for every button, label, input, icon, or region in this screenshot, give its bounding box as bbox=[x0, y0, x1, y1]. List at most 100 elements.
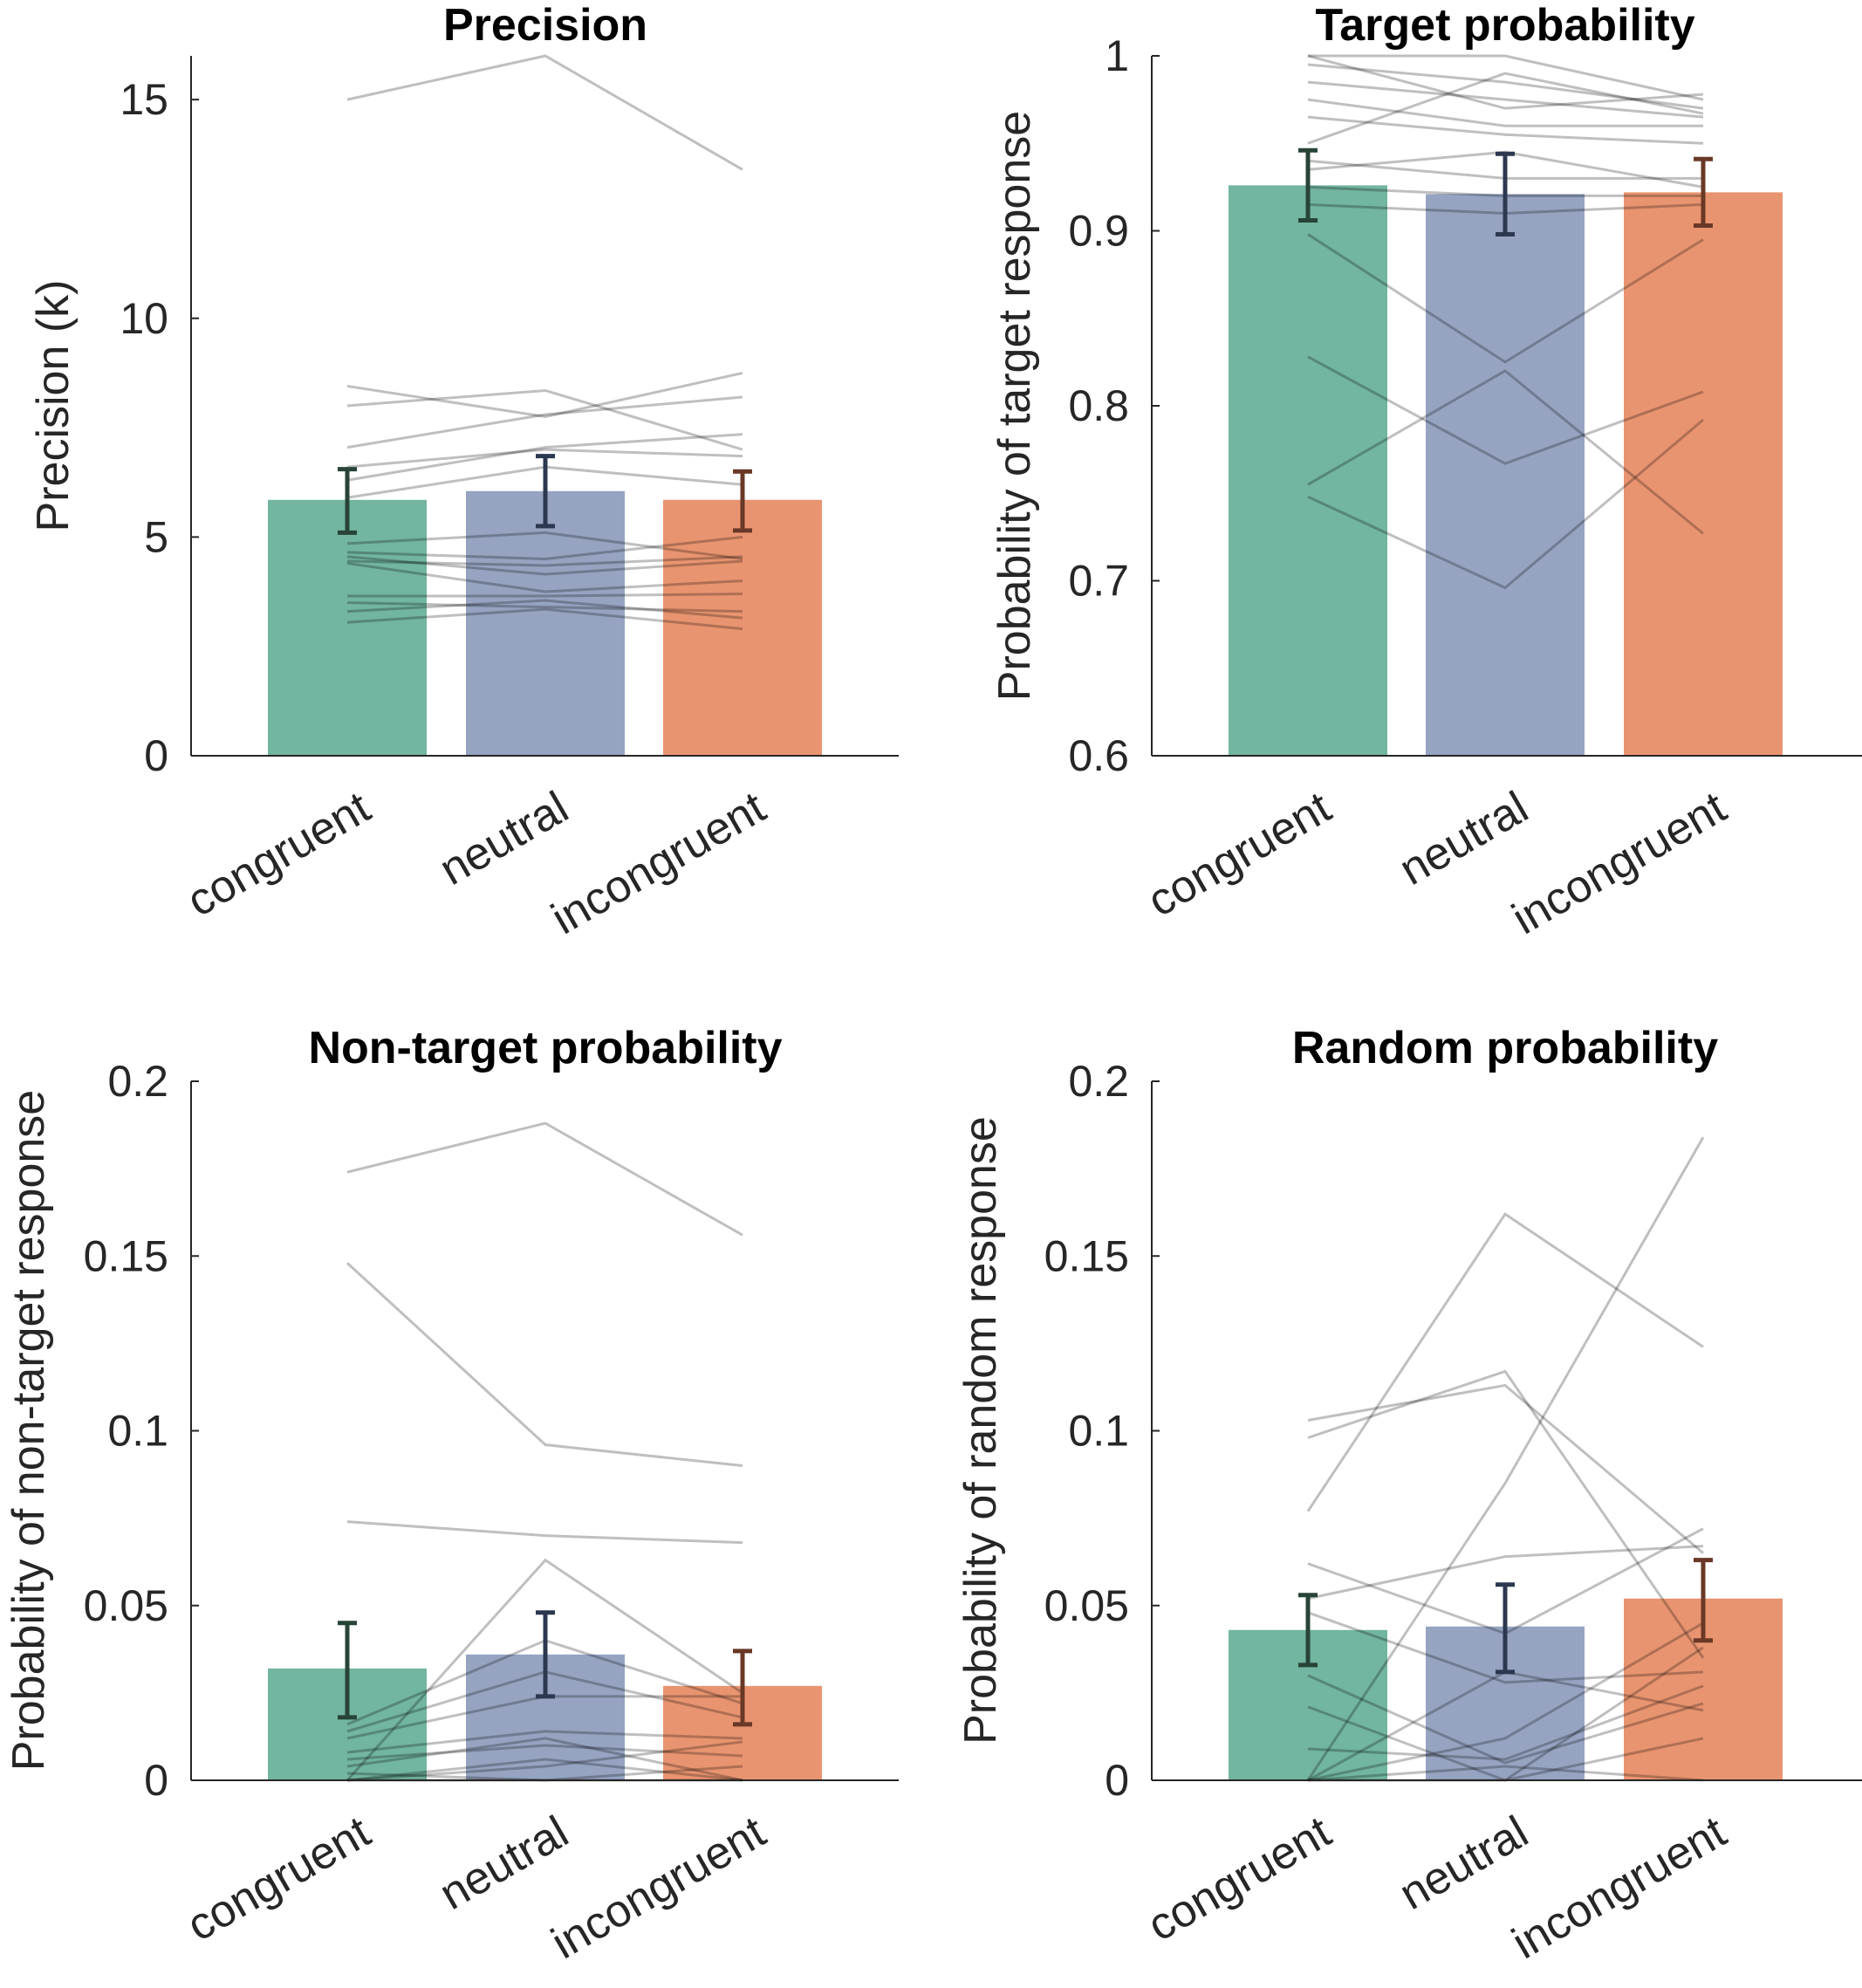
subject-line-6 bbox=[1307, 1545, 1704, 1601]
category-label-incongruent: incongruent bbox=[544, 1806, 775, 1969]
subject-line-5 bbox=[346, 448, 743, 469]
subject-line-12 bbox=[1307, 233, 1704, 364]
y-tick-label: 0.15 bbox=[1044, 1231, 1129, 1280]
y-axis-label: Probability of random response bbox=[955, 1116, 1006, 1745]
subject-line-10 bbox=[346, 1737, 743, 1782]
y-tick-label: 0.8 bbox=[1068, 381, 1129, 430]
error-bar-neutral bbox=[1496, 1582, 1515, 1675]
chart-panel-4: 0 0.05 0.1 0.15 0.2 congruent neutralincongrue… bbox=[955, 1023, 1862, 1969]
subject-line-1 bbox=[1308, 54, 1704, 101]
y-axis-label: Precision (k) bbox=[28, 280, 79, 532]
y-tick-label: 15 bbox=[120, 75, 168, 124]
subject-line-13 bbox=[346, 1740, 743, 1782]
y-tick-label: 0.1 bbox=[107, 1407, 168, 1456]
subject-line-11 bbox=[1307, 1621, 1704, 1782]
bar-neutral bbox=[1426, 194, 1585, 756]
subject-line-2 bbox=[1307, 1383, 1704, 1554]
category-label-neutral: neutral bbox=[1391, 1806, 1537, 1920]
chart-panel-2: 0.6 0.7 0.8 0.9 1 congruent neutralincongruent… bbox=[989, 0, 1862, 944]
subject-line-13 bbox=[1307, 355, 1704, 465]
subject-line-2 bbox=[1307, 54, 1704, 110]
y-tick-label: 0.15 bbox=[84, 1231, 168, 1280]
category-label-incongruent: incongruent bbox=[1504, 1806, 1735, 1969]
category-label-congruent: congruent bbox=[1140, 1806, 1340, 1951]
error-bar-incongruent bbox=[1694, 1558, 1713, 1643]
error-bar-incongruent bbox=[733, 469, 752, 533]
chart-title: Target probability bbox=[1315, 0, 1694, 51]
subject-line-12 bbox=[346, 1758, 743, 1782]
y-tick-label: 1 bbox=[1105, 31, 1129, 80]
y-tick-label: 0.05 bbox=[1044, 1581, 1129, 1630]
chart-title: Random probability bbox=[1292, 1023, 1718, 1073]
error-bar-congruent bbox=[338, 467, 357, 535]
subject-line-4 bbox=[1306, 1212, 1704, 1512]
error-bar-neutral bbox=[1496, 151, 1515, 237]
y-tick-label: 0.2 bbox=[1068, 1057, 1129, 1106]
subject-line-7 bbox=[1307, 72, 1704, 145]
chart-title: Precision bbox=[443, 0, 647, 51]
y-tick-label: 10 bbox=[120, 294, 168, 343]
category-label-incongruent: incongruent bbox=[1504, 782, 1735, 944]
subject-line-5 bbox=[1307, 98, 1703, 127]
subject-line-3 bbox=[1307, 1369, 1705, 1659]
category-label-neutral: neutral bbox=[1391, 782, 1537, 895]
y-axis-label: Probability of target response bbox=[989, 111, 1040, 701]
y-tick-label: 0 bbox=[1105, 1756, 1129, 1805]
subject-line-16 bbox=[346, 607, 743, 631]
bar-incongruent bbox=[1624, 192, 1783, 756]
subject-line-6 bbox=[1307, 115, 1704, 145]
subject-line-9 bbox=[346, 1744, 743, 1761]
subject-line-8 bbox=[346, 1730, 743, 1754]
error-bar-congruent bbox=[1298, 147, 1318, 223]
subject-line-3 bbox=[1307, 63, 1704, 110]
y-tick-label: 0.7 bbox=[1068, 557, 1129, 606]
bar-congruent bbox=[1229, 185, 1387, 756]
subject-line-8 bbox=[1307, 1674, 1704, 1765]
subject-line-9 bbox=[346, 535, 743, 560]
subject-line-14 bbox=[1307, 369, 1704, 535]
subject-line-3 bbox=[346, 1520, 743, 1545]
chart-title: Non-target probability bbox=[308, 1023, 782, 1073]
subject-line-14 bbox=[346, 601, 743, 614]
subject-line-1 bbox=[346, 54, 743, 171]
category-label-congruent: congruent bbox=[179, 1806, 380, 1951]
y-tick-label: 0 bbox=[144, 1756, 168, 1805]
subject-line-15 bbox=[346, 599, 743, 620]
subject-line-4 bbox=[346, 395, 743, 449]
error-bar-congruent bbox=[338, 1621, 357, 1720]
error-bar-incongruent bbox=[733, 1649, 752, 1727]
subject-line-11 bbox=[346, 555, 743, 567]
error-bar-incongruent bbox=[1694, 156, 1713, 228]
y-tick-label: 0.1 bbox=[1068, 1407, 1129, 1456]
y-tick-label: 5 bbox=[144, 512, 168, 561]
y-tick-label: 0.05 bbox=[84, 1581, 168, 1630]
bar-incongruent bbox=[663, 499, 822, 756]
error-bar-neutral bbox=[536, 1610, 555, 1699]
y-tick-label: 0 bbox=[144, 731, 168, 780]
subject-line-7 bbox=[1307, 1611, 1704, 1684]
bar-neutral bbox=[466, 490, 625, 756]
subject-line-14 bbox=[1307, 1765, 1704, 1782]
subject-line-3 bbox=[346, 388, 743, 451]
category-label-congruent: congruent bbox=[1140, 782, 1340, 927]
subject-line-10 bbox=[346, 555, 743, 576]
subject-line-1 bbox=[1306, 1136, 1705, 1781]
y-axis-label: Probability of non-target response bbox=[3, 1090, 54, 1771]
error-bar-neutral bbox=[536, 454, 555, 529]
bar-congruent bbox=[268, 499, 427, 756]
subject-line-8 bbox=[346, 531, 743, 560]
error-bar-congruent bbox=[1298, 1593, 1318, 1668]
subject-line-4 bbox=[346, 1558, 743, 1782]
chart-panel-3: 0 0.05 0.1 0.15 0.2 congruent neutralincongrue… bbox=[3, 1023, 899, 1969]
subject-line-2 bbox=[346, 1262, 743, 1468]
y-tick-label: 0.9 bbox=[1068, 207, 1129, 256]
subject-line-4 bbox=[1307, 80, 1704, 119]
subject-line-15 bbox=[1307, 418, 1704, 590]
subject-line-13 bbox=[347, 593, 743, 598]
category-label-neutral: neutral bbox=[431, 782, 577, 895]
category-label-incongruent: incongruent bbox=[544, 782, 775, 944]
subject-line-1 bbox=[346, 1121, 743, 1237]
category-label-congruent: congruent bbox=[179, 782, 380, 927]
